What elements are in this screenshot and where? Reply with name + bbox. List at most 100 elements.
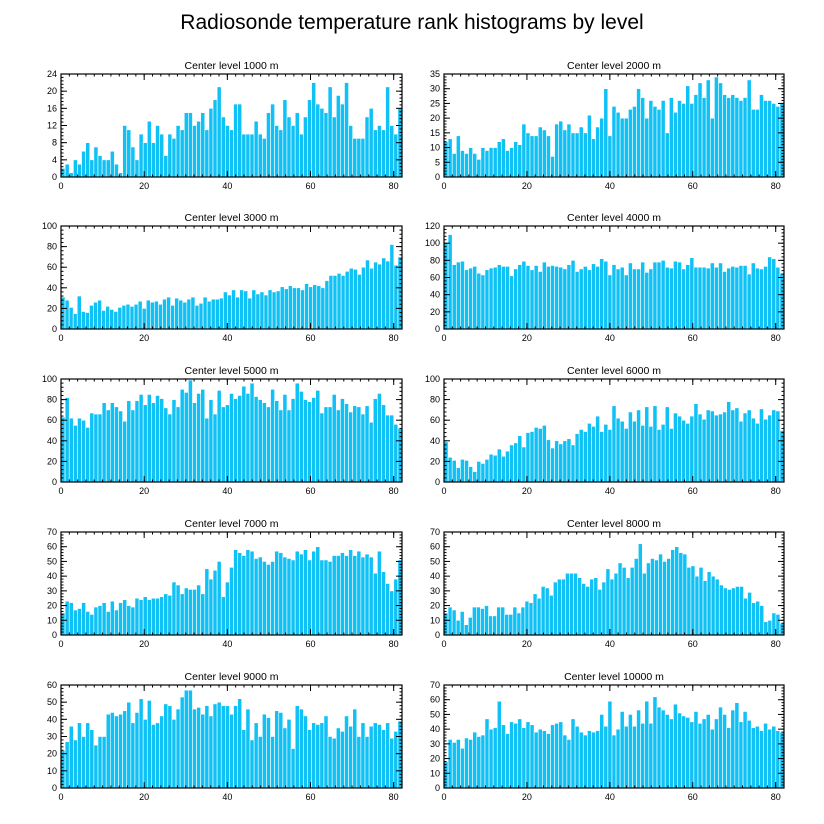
histogram-bar bbox=[476, 736, 482, 789]
histogram-bar bbox=[122, 125, 128, 178]
histogram-bar bbox=[270, 561, 275, 636]
histogram-bar bbox=[750, 417, 756, 483]
histogram-bar bbox=[137, 300, 143, 330]
y-tick-label: 20 bbox=[47, 86, 57, 96]
histogram-bar bbox=[288, 285, 293, 330]
histogram-bar bbox=[220, 116, 226, 178]
histogram-bar bbox=[681, 103, 686, 178]
panel-10: Center level 10000 m 0 20 40 60 80 0 10 20 30 40 50… bbox=[430, 671, 785, 802]
histogram-bar bbox=[216, 561, 222, 636]
histogram-bar bbox=[771, 103, 777, 178]
histogram-bar bbox=[767, 414, 773, 483]
histogram-bar bbox=[282, 99, 288, 178]
histogram-bar bbox=[767, 100, 773, 178]
histogram-bar bbox=[253, 558, 259, 636]
panel-title: Center level 10000 m bbox=[564, 671, 664, 683]
histogram-bar bbox=[335, 727, 341, 789]
histogram-bar bbox=[601, 581, 607, 636]
histogram-bar bbox=[196, 120, 201, 178]
histogram-bar bbox=[167, 705, 173, 789]
histogram-bar bbox=[381, 571, 386, 636]
histogram-bar bbox=[722, 94, 727, 178]
histogram-bar bbox=[632, 268, 637, 330]
histogram-bar bbox=[730, 266, 736, 330]
histogram-bar bbox=[175, 125, 181, 178]
x-tick-label: 80 bbox=[389, 639, 399, 649]
histogram-bar bbox=[496, 606, 501, 636]
histogram-bar bbox=[582, 266, 588, 330]
histogram-bar bbox=[97, 299, 102, 330]
histogram-bar bbox=[742, 711, 748, 789]
histogram-bar bbox=[64, 600, 70, 636]
histogram-bar bbox=[480, 147, 486, 178]
histogram-bar bbox=[294, 382, 300, 483]
histogram-bar bbox=[158, 303, 163, 330]
histogram-bar bbox=[146, 599, 152, 636]
histogram-bar bbox=[693, 403, 699, 483]
histogram-bar bbox=[443, 761, 449, 789]
x-tick-label: 60 bbox=[688, 181, 698, 191]
histogram-bar bbox=[138, 133, 144, 178]
histogram-bar bbox=[150, 301, 155, 330]
histogram-bar bbox=[492, 727, 498, 789]
y-tick-label: 20 bbox=[430, 754, 440, 764]
histogram-bar bbox=[595, 126, 600, 178]
histogram-bar bbox=[204, 129, 210, 178]
histogram-bar bbox=[521, 123, 527, 178]
histogram-bar bbox=[566, 438, 572, 483]
y-tick-label: 0 bbox=[435, 783, 440, 793]
histogram-bar bbox=[463, 624, 469, 636]
x-tick-label: 60 bbox=[306, 639, 316, 649]
histogram-bar bbox=[315, 103, 321, 178]
histogram-bar bbox=[243, 290, 249, 330]
histogram-bar bbox=[81, 736, 86, 789]
y-tick-label: 25 bbox=[430, 98, 440, 108]
histogram-bar bbox=[60, 416, 66, 483]
histogram-bar bbox=[767, 619, 773, 636]
histogram-bar bbox=[670, 549, 676, 636]
histogram-bar bbox=[536, 597, 542, 636]
histogram-bar bbox=[76, 295, 82, 330]
histogram-bar bbox=[155, 125, 160, 178]
histogram-bar bbox=[163, 593, 169, 636]
histogram-bar bbox=[266, 564, 271, 636]
histogram-bar bbox=[233, 549, 238, 636]
y-tick-label: 60 bbox=[430, 542, 440, 552]
histogram-bar bbox=[771, 409, 777, 483]
panel-title: Center level 4000 m bbox=[567, 212, 661, 224]
histogram-bar bbox=[472, 471, 478, 483]
histogram-bar bbox=[393, 731, 399, 789]
histogram-bar bbox=[746, 273, 752, 330]
histogram-bar bbox=[775, 730, 781, 789]
y-tick-label: 0 bbox=[52, 477, 57, 487]
histogram-bar bbox=[623, 274, 629, 330]
histogram-bar bbox=[145, 299, 151, 330]
histogram-bar bbox=[251, 289, 257, 330]
histogram-bar bbox=[73, 159, 78, 178]
histogram-bar bbox=[290, 125, 296, 178]
histogram-bar bbox=[591, 426, 596, 483]
histogram-bar bbox=[759, 408, 764, 483]
histogram-bar bbox=[513, 442, 519, 483]
histogram-bar bbox=[484, 459, 490, 483]
histogram-bar bbox=[298, 553, 304, 636]
histogram-bar bbox=[348, 549, 353, 636]
histogram-bar bbox=[204, 417, 210, 483]
histogram-bar bbox=[664, 132, 670, 178]
histogram-bar bbox=[637, 543, 643, 636]
x-tick-label: 0 bbox=[58, 486, 63, 496]
histogram-bar bbox=[393, 578, 399, 636]
histogram-bar bbox=[253, 120, 259, 178]
histogram-bar bbox=[734, 97, 740, 178]
histogram-bar bbox=[566, 264, 572, 330]
histogram-bar bbox=[113, 311, 119, 330]
histogram-bar bbox=[179, 388, 185, 483]
histogram-bar bbox=[771, 258, 777, 330]
histogram-bar bbox=[364, 553, 370, 636]
histogram-bar bbox=[512, 606, 518, 636]
histogram-bar bbox=[352, 708, 358, 789]
histogram-bar bbox=[558, 120, 564, 178]
histogram-bar bbox=[455, 135, 461, 178]
histogram-bar bbox=[241, 133, 247, 178]
histogram-bar bbox=[589, 578, 595, 636]
